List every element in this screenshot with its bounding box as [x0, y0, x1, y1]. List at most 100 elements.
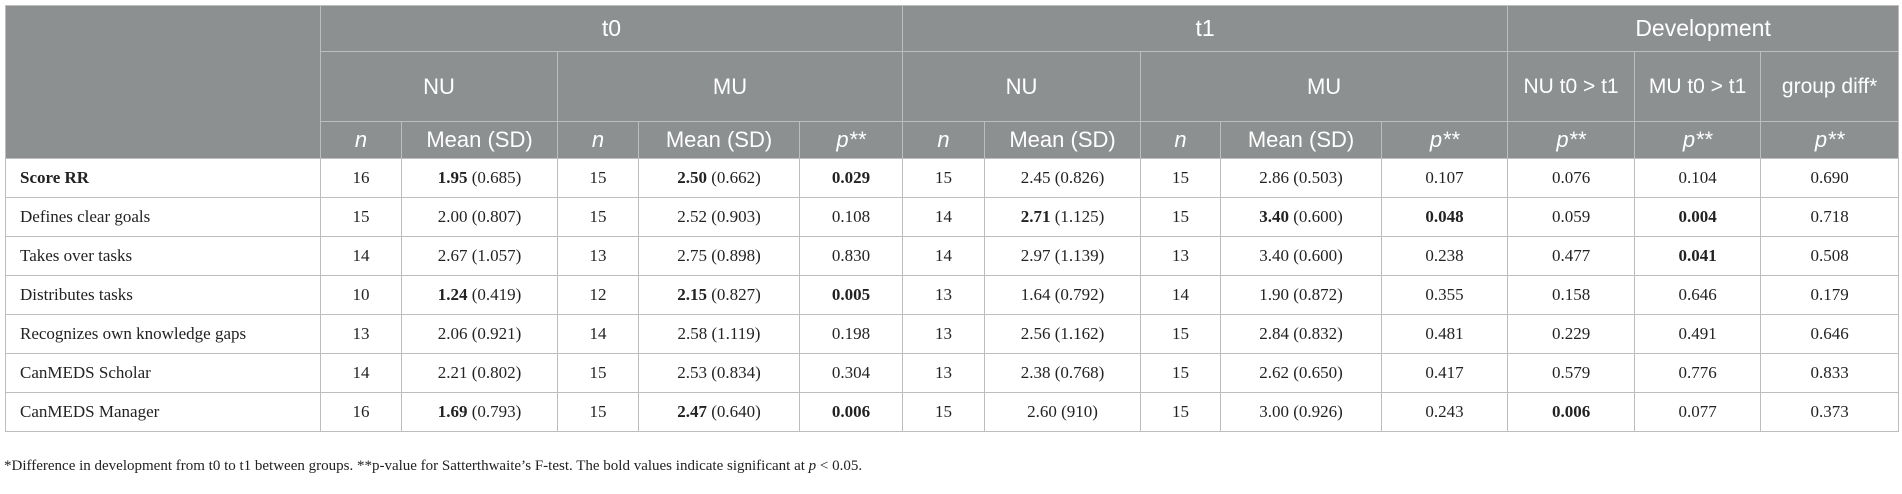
- cell-t1-nu-n: 13: [902, 275, 986, 315]
- cell-t1-nu-mean-sd: 2.71 (1.125): [984, 197, 1142, 237]
- cell-mean: 2.53: [677, 363, 707, 382]
- cell-t0-p: 0.005: [798, 275, 904, 315]
- cell-dev-mu-p: 0.004: [1634, 197, 1762, 237]
- cell-sd: (1.162): [1050, 324, 1105, 343]
- cell-p-value: 0.006: [831, 402, 871, 421]
- cell-dev-group-p: 0.690: [1760, 158, 1900, 198]
- header-col-mean-sd: Mean (SD): [401, 121, 558, 159]
- cell-dev-group-p: 0.373: [1760, 392, 1900, 432]
- cell-sd: (0.600): [1288, 246, 1343, 265]
- cell-sd: (0.503): [1288, 168, 1343, 187]
- cell-sd: (1.125): [1050, 207, 1105, 226]
- cell-dev-group-p: 0.833: [1760, 353, 1900, 393]
- cell-mean: 2.45: [1020, 168, 1051, 187]
- cell-t1-nu-mean-sd: 2.38 (0.768): [984, 353, 1142, 393]
- cell-mean: 2.58: [677, 324, 708, 343]
- cell-mean: 2.84: [1259, 324, 1289, 343]
- table-body: Score RR 16 1.95 (0.685) 15 2.50 (0.662)…: [5, 158, 1900, 432]
- row-label: Distributes tasks: [5, 275, 321, 315]
- header-sub-t1-nu: NU: [902, 51, 1142, 122]
- cell-t0-nu-n: 16: [320, 392, 402, 432]
- header-col-p: p**: [798, 121, 904, 159]
- cell-t1-nu-n: 15: [902, 158, 986, 198]
- cell-t1-mu-n: 15: [1140, 197, 1222, 237]
- cell-t0-nu-mean-sd: 2.00 (0.807): [401, 197, 558, 237]
- cell-mean: 2.60: [1027, 402, 1057, 421]
- row-label: Takes over tasks: [5, 236, 321, 276]
- header-group-t1: t1: [902, 5, 1509, 52]
- cell-t0-mu-mean-sd: 2.75 (0.898): [638, 236, 800, 276]
- cell-mean: 2.21: [437, 363, 468, 382]
- cell-mean: 2.38: [1020, 363, 1051, 382]
- header-sub-dev-nu: NU t0 > t1: [1507, 51, 1636, 122]
- cell-sd: (1.057): [467, 246, 522, 265]
- table-header: t0 t1 Development NU MU NU MU NU t0 > t1…: [5, 5, 1900, 159]
- table-footnote: *Difference in development from t0 to t1…: [4, 458, 862, 475]
- cell-t1-p: 0.481: [1381, 314, 1509, 354]
- cell-dev-group-p: 0.646: [1760, 314, 1900, 354]
- cell-dev-nu-p: 0.059: [1507, 197, 1636, 237]
- cell-sd: (0.419): [467, 285, 522, 304]
- cell-t0-nu-mean-sd: 2.21 (0.802): [401, 353, 558, 393]
- cell-t1-mu-n: 13: [1140, 236, 1222, 276]
- cell-t1-mu-mean-sd: 2.84 (0.832): [1220, 314, 1383, 354]
- header-row-groups: t0 t1 Development: [5, 5, 1900, 159]
- cell-t0-p: 0.304: [798, 353, 904, 393]
- cell-sd: (0.921): [467, 324, 522, 343]
- cell-t1-mu-mean-sd: 3.00 (0.926): [1220, 392, 1383, 432]
- header-label-corner: [5, 5, 321, 159]
- cell-sd: (0.793): [467, 402, 522, 421]
- cell-sd: (0.662): [706, 168, 761, 187]
- cell-t0-mu-n: 12: [557, 275, 639, 315]
- cell-t0-p: 0.108: [798, 197, 904, 237]
- cell-dev-mu-p: 0.104: [1634, 158, 1762, 198]
- cell-dev-mu-p: 0.077: [1634, 392, 1762, 432]
- cell-sd: (0.826): [1050, 168, 1105, 187]
- cell-t1-mu-mean-sd: 2.62 (0.650): [1220, 353, 1383, 393]
- header-sub-t0-mu: MU: [556, 51, 904, 122]
- header-group-t0: t0: [319, 5, 904, 52]
- cell-t0-nu-mean-sd: 1.69 (0.793): [401, 392, 558, 432]
- cell-mean: 2.71: [1020, 207, 1051, 226]
- cell-t0-nu-n: 15: [320, 197, 402, 237]
- cell-mean: 2.06: [437, 324, 468, 343]
- header-col-n: n: [557, 121, 639, 159]
- cell-t1-nu-mean-sd: 2.97 (1.139): [984, 236, 1142, 276]
- cell-t0-mu-n: 15: [557, 353, 639, 393]
- row-label: Defines clear goals: [5, 197, 321, 237]
- cell-dev-nu-p: 0.229: [1507, 314, 1636, 354]
- header-row-columns: n Mean (SD) n Mean (SD) p** n Mean (SD) …: [6, 121, 1900, 159]
- cell-sd: (0.903): [706, 207, 761, 226]
- cell-t1-mu-n: 14: [1140, 275, 1222, 315]
- cell-mean: 2.67: [437, 246, 468, 265]
- cell-mean: 2.62: [1259, 363, 1289, 382]
- row-label: Score RR: [5, 158, 321, 198]
- cell-t1-p: 0.238: [1381, 236, 1509, 276]
- cell-t1-mu-mean-sd: 1.90 (0.872): [1220, 275, 1383, 315]
- header-col-p: p**: [1507, 121, 1636, 159]
- cell-mean: 2.00: [437, 207, 468, 226]
- cell-sd: (0.807): [467, 207, 522, 226]
- cell-t0-nu-mean-sd: 1.95 (0.685): [401, 158, 558, 198]
- cell-t0-mu-mean-sd: 2.52 (0.903): [638, 197, 800, 237]
- cell-t0-nu-mean-sd: 2.06 (0.921): [401, 314, 558, 354]
- cell-dev-group-p: 0.718: [1760, 197, 1900, 237]
- cell-t0-nu-mean-sd: 2.67 (1.057): [401, 236, 558, 276]
- cell-mean: 2.47: [677, 402, 707, 421]
- footnote-p-symbol: p: [808, 458, 817, 474]
- cell-sd: (0.802): [467, 363, 522, 382]
- cell-t0-mu-mean-sd: 2.15 (0.827): [638, 275, 800, 315]
- cell-p-value: 0.004: [1678, 207, 1717, 226]
- cell-t0-mu-n: 13: [557, 236, 639, 276]
- header-col-mean-sd: Mean (SD): [984, 121, 1142, 159]
- cell-t1-nu-mean-sd: 2.56 (1.162): [984, 314, 1142, 354]
- table-row: Defines clear goals 15 2.00 (0.807) 15 2…: [5, 197, 1900, 237]
- cell-t0-p: 0.198: [798, 314, 904, 354]
- cell-t0-nu-n: 10: [320, 275, 402, 315]
- cell-t0-mu-n: 15: [557, 197, 639, 237]
- table-row: CanMEDS Manager 16 1.69 (0.793) 15 2.47 …: [5, 392, 1900, 432]
- header-sub-dev-mu: MU t0 > t1: [1634, 51, 1762, 122]
- footnote-text: *Difference in development from t0 to t1…: [4, 458, 809, 474]
- cell-dev-mu-p: 0.776: [1634, 353, 1762, 393]
- cell-t0-nu-n: 14: [320, 236, 402, 276]
